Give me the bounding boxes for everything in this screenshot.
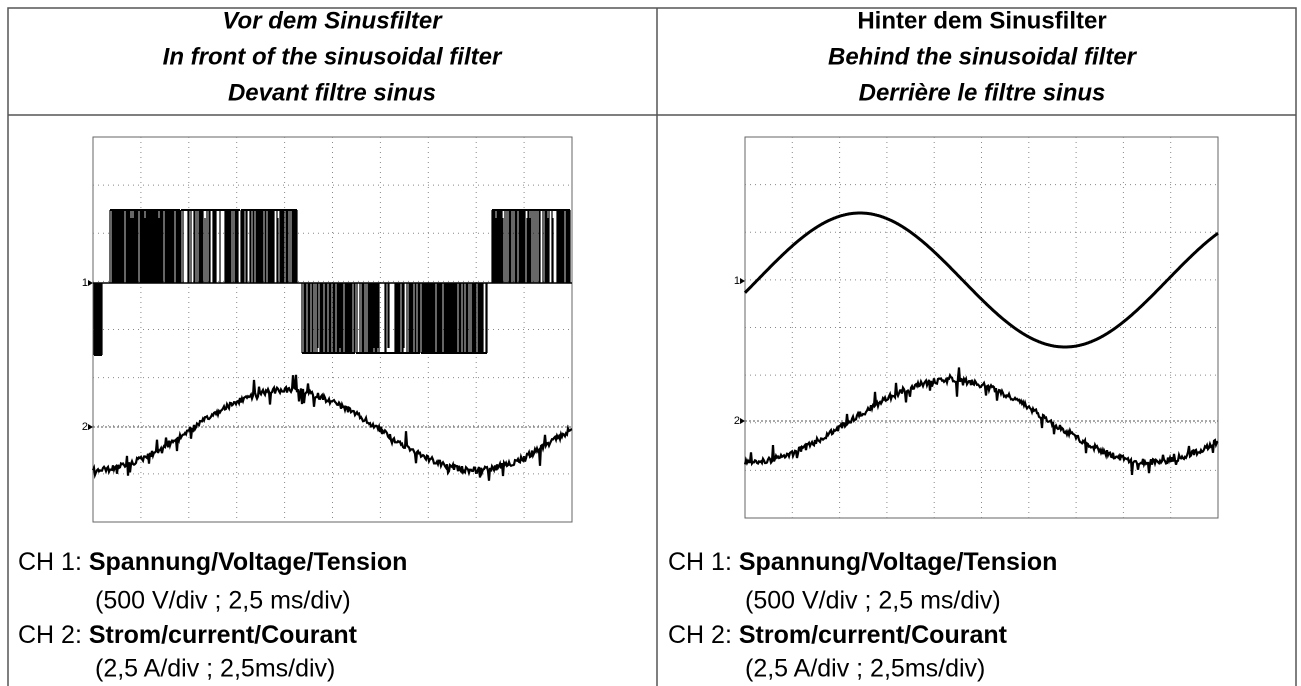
- caption-text: Spannung/Voltage/Tension: [739, 548, 1058, 576]
- marker-arrow: [740, 418, 745, 424]
- title-line: Behind the sinusoidal filter: [828, 43, 1138, 70]
- caption: CH 1: Spannung/Voltage/Tension: [668, 548, 1057, 576]
- marker-arrow: [740, 278, 745, 284]
- title-line: Derrière le filtre sinus: [859, 79, 1106, 106]
- waveform: [491, 210, 571, 283]
- waveform: [93, 283, 103, 355]
- marker-arrow: [88, 280, 93, 286]
- waveform: [421, 283, 488, 353]
- caption: CH 2: Strom/current/Courant: [668, 621, 1008, 649]
- caption-scale: (500 V/div ; 2,5 ms/div): [745, 587, 1001, 615]
- caption-text: Strom/current/Courant: [89, 621, 358, 649]
- waveform: [301, 283, 356, 353]
- waveform: [109, 210, 181, 283]
- waveform: [743, 367, 1219, 475]
- title-line: In front of the sinusoidal filter: [163, 43, 503, 70]
- caption-label: CH 2:: [18, 621, 82, 649]
- channel-marker: 2: [82, 421, 88, 433]
- caption-text: Spannung/Voltage/Tension: [89, 548, 408, 576]
- channel-marker: 1: [734, 275, 740, 287]
- caption-scale: (2,5 A/div ; 2,5ms/div): [95, 655, 335, 683]
- caption-label: CH 1:: [668, 548, 732, 576]
- waveform: [356, 283, 421, 353]
- channel-marker: 2: [734, 415, 740, 427]
- caption: CH 1: Spannung/Voltage/Tension: [18, 548, 407, 576]
- waveform: [180, 210, 239, 283]
- caption-label: CH 1:: [18, 548, 82, 576]
- caption-label: CH 2:: [668, 621, 732, 649]
- channel-marker: 1: [82, 277, 88, 289]
- title-line: Vor dem Sinusfilter: [222, 7, 443, 34]
- title-line: Hinter dem Sinusfilter: [857, 7, 1106, 34]
- caption-scale: (500 V/div ; 2,5 ms/div): [95, 587, 351, 615]
- caption: CH 2: Strom/current/Courant: [18, 621, 358, 649]
- waveform: [743, 211, 1219, 349]
- waveform: [91, 374, 573, 481]
- title-line: Devant filtre sinus: [228, 79, 436, 106]
- caption-scale: (2,5 A/div ; 2,5ms/div): [745, 655, 985, 683]
- waveform: [240, 210, 298, 283]
- table-border: [7, 7, 1297, 686]
- marker-arrow: [88, 424, 93, 430]
- caption-text: Strom/current/Courant: [739, 621, 1008, 649]
